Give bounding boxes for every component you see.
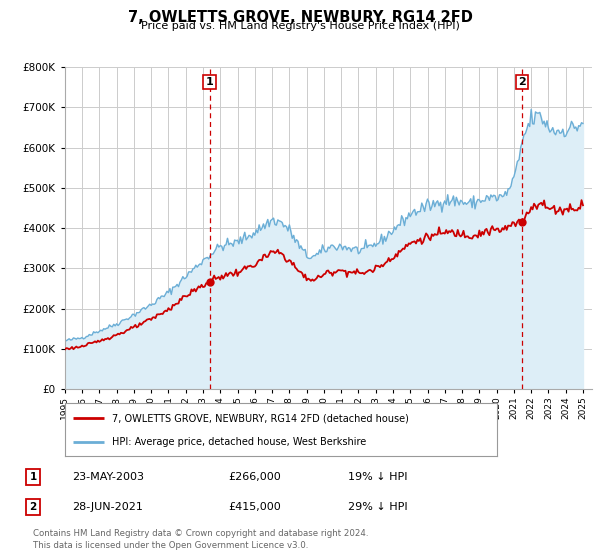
Text: 1: 1: [206, 77, 214, 87]
Text: 1: 1: [29, 472, 37, 482]
Text: 23-MAY-2003: 23-MAY-2003: [72, 472, 144, 482]
Text: Price paid vs. HM Land Registry's House Price Index (HPI): Price paid vs. HM Land Registry's House …: [140, 21, 460, 31]
Text: 7, OWLETTS GROVE, NEWBURY, RG14 2FD: 7, OWLETTS GROVE, NEWBURY, RG14 2FD: [128, 10, 472, 25]
Text: £415,000: £415,000: [228, 502, 281, 512]
Text: 28-JUN-2021: 28-JUN-2021: [72, 502, 143, 512]
Text: £266,000: £266,000: [228, 472, 281, 482]
Text: HPI: Average price, detached house, West Berkshire: HPI: Average price, detached house, West…: [112, 436, 367, 446]
Text: 19% ↓ HPI: 19% ↓ HPI: [348, 472, 407, 482]
Text: 2: 2: [518, 77, 526, 87]
Text: Contains HM Land Registry data © Crown copyright and database right 2024.
This d: Contains HM Land Registry data © Crown c…: [33, 529, 368, 550]
Text: 2: 2: [29, 502, 37, 512]
Text: 29% ↓ HPI: 29% ↓ HPI: [348, 502, 407, 512]
Text: 7, OWLETTS GROVE, NEWBURY, RG14 2FD (detached house): 7, OWLETTS GROVE, NEWBURY, RG14 2FD (det…: [112, 413, 409, 423]
